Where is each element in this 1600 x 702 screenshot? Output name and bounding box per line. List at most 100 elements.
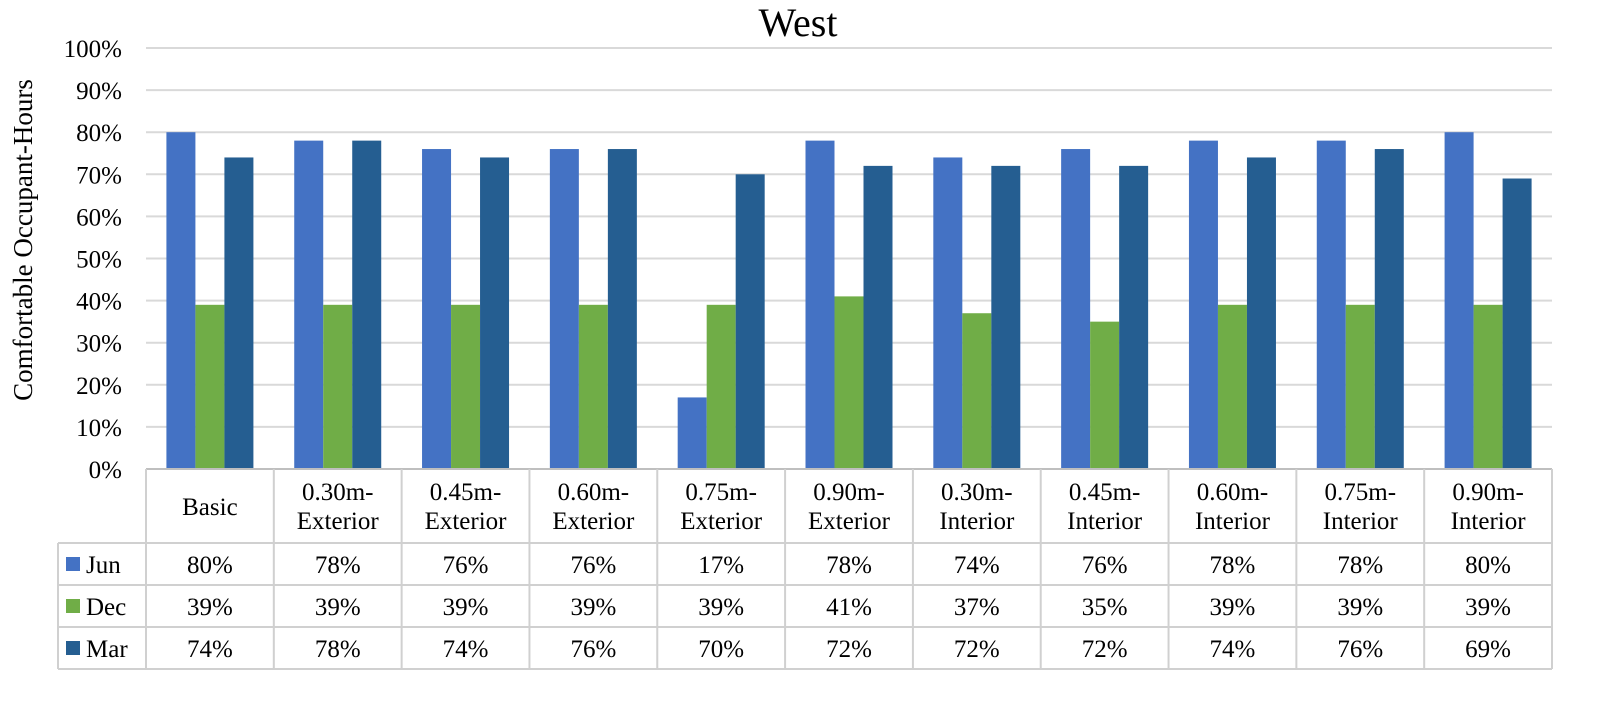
category-label: 0.45m-Exterior xyxy=(425,479,508,535)
data-value-jun: 80% xyxy=(187,552,233,579)
bar-jun xyxy=(677,397,707,469)
bar-mar xyxy=(991,165,1021,469)
bar-dec xyxy=(578,304,608,469)
legend-key-dec xyxy=(66,599,80,613)
y-tick-label: 70% xyxy=(76,162,122,189)
data-value-jun: 17% xyxy=(698,552,744,579)
chart-title: West xyxy=(759,0,838,45)
bar-dec xyxy=(323,304,353,469)
data-value-mar: 72% xyxy=(1082,636,1128,663)
bar-mar xyxy=(1119,165,1149,469)
bar-jun xyxy=(1316,140,1346,469)
data-value-jun: 76% xyxy=(1082,552,1128,579)
bar-jun xyxy=(422,149,452,470)
data-value-mar: 74% xyxy=(443,636,489,663)
data-value-dec: 39% xyxy=(1210,594,1256,621)
y-axis-label: Comfortable Occupant-Hours xyxy=(8,79,38,401)
data-value-mar: 78% xyxy=(315,636,361,663)
bar-dec xyxy=(706,304,736,469)
data-value-jun: 76% xyxy=(443,552,489,579)
category-label: Basic xyxy=(182,494,238,521)
data-value-jun: 78% xyxy=(315,552,361,579)
category-label: 0.90m-Exterior xyxy=(808,479,891,535)
bar-mar xyxy=(863,165,893,469)
data-value-jun: 80% xyxy=(1465,552,1511,579)
y-tick-label: 80% xyxy=(76,120,122,147)
data-value-jun: 78% xyxy=(1210,552,1256,579)
bar-mar xyxy=(735,174,765,470)
bar-dec xyxy=(451,304,481,469)
data-value-mar: 76% xyxy=(1337,636,1383,663)
data-value-jun: 78% xyxy=(1337,552,1383,579)
bar-dec xyxy=(1473,304,1503,469)
y-tick-label: 20% xyxy=(76,373,122,400)
legend-label-jun: Jun xyxy=(86,552,121,579)
bar-mar xyxy=(1246,157,1276,469)
data-value-jun: 76% xyxy=(570,552,616,579)
data-value-dec: 39% xyxy=(187,594,233,621)
bar-mar xyxy=(480,157,510,469)
bar-jun xyxy=(549,149,579,470)
bar-jun xyxy=(166,132,196,469)
data-table: Basic 0.30m-Exterior 0.45m-Exterior 0.60m-E… xyxy=(57,468,1553,670)
data-value-dec: 39% xyxy=(1465,594,1511,621)
data-value-dec: 35% xyxy=(1082,594,1128,621)
category-label: 0.60m-Interior xyxy=(1195,479,1271,535)
bar-mar xyxy=(352,140,382,469)
data-value-mar: 74% xyxy=(187,636,233,663)
data-value-mar: 72% xyxy=(954,636,1000,663)
category-label: 0.30m-Interior xyxy=(939,479,1015,535)
bar-mar xyxy=(1374,149,1404,470)
category-label: 0.90m-Interior xyxy=(1451,479,1527,535)
bar-jun xyxy=(1188,140,1218,469)
legend-label-dec: Dec xyxy=(86,594,126,621)
bar-jun xyxy=(1444,132,1474,469)
data-value-mar: 69% xyxy=(1465,636,1511,663)
y-tick-label: 50% xyxy=(76,247,122,274)
data-value-mar: 72% xyxy=(826,636,872,663)
data-value-jun: 74% xyxy=(954,552,1000,579)
bars xyxy=(166,132,1532,470)
y-axis-ticks: 0% 10% 20% 30% 40% 50% 60% 70% 80% 90% 100% xyxy=(64,36,122,484)
y-tick-label: 60% xyxy=(76,204,122,231)
legend-label-mar: Mar xyxy=(86,636,128,663)
category-label: 0.45m-Interior xyxy=(1067,479,1143,535)
y-tick-label: 30% xyxy=(76,331,122,358)
bar-jun xyxy=(933,157,963,469)
legend-key-jun xyxy=(66,557,80,571)
data-value-dec: 41% xyxy=(826,594,872,621)
category-label: 0.30m-Exterior xyxy=(297,479,380,535)
y-tick-label: 100% xyxy=(64,36,122,63)
data-value-mar: 74% xyxy=(1210,636,1256,663)
data-value-dec: 39% xyxy=(315,594,361,621)
bar-dec xyxy=(195,304,225,469)
bar-jun xyxy=(294,140,324,469)
category-label: 0.75m-Exterior xyxy=(680,479,763,535)
data-value-mar: 70% xyxy=(698,636,744,663)
bar-dec xyxy=(834,296,864,469)
data-value-dec: 39% xyxy=(698,594,744,621)
bar-jun xyxy=(1061,149,1091,470)
bar-dec xyxy=(1217,304,1247,469)
data-value-dec: 39% xyxy=(570,594,616,621)
bar-jun xyxy=(805,140,835,469)
bar-mar xyxy=(607,149,637,470)
bar-dec xyxy=(1345,304,1375,469)
y-tick-label: 0% xyxy=(89,457,122,484)
category-label: 0.60m-Exterior xyxy=(552,479,635,535)
bar-dec xyxy=(962,313,992,469)
bar-mar xyxy=(1502,178,1532,469)
y-tick-label: 10% xyxy=(76,415,122,442)
bar-mar xyxy=(224,157,254,469)
y-tick-label: 90% xyxy=(76,78,122,105)
data-value-dec: 39% xyxy=(443,594,489,621)
data-value-jun: 78% xyxy=(826,552,872,579)
y-tick-label: 40% xyxy=(76,289,122,316)
bar-dec xyxy=(1090,321,1120,469)
category-label: 0.75m-Interior xyxy=(1323,479,1399,535)
data-value-mar: 76% xyxy=(570,636,616,663)
legend-key-mar xyxy=(66,641,80,655)
data-value-dec: 37% xyxy=(954,594,1000,621)
data-value-dec: 39% xyxy=(1337,594,1383,621)
